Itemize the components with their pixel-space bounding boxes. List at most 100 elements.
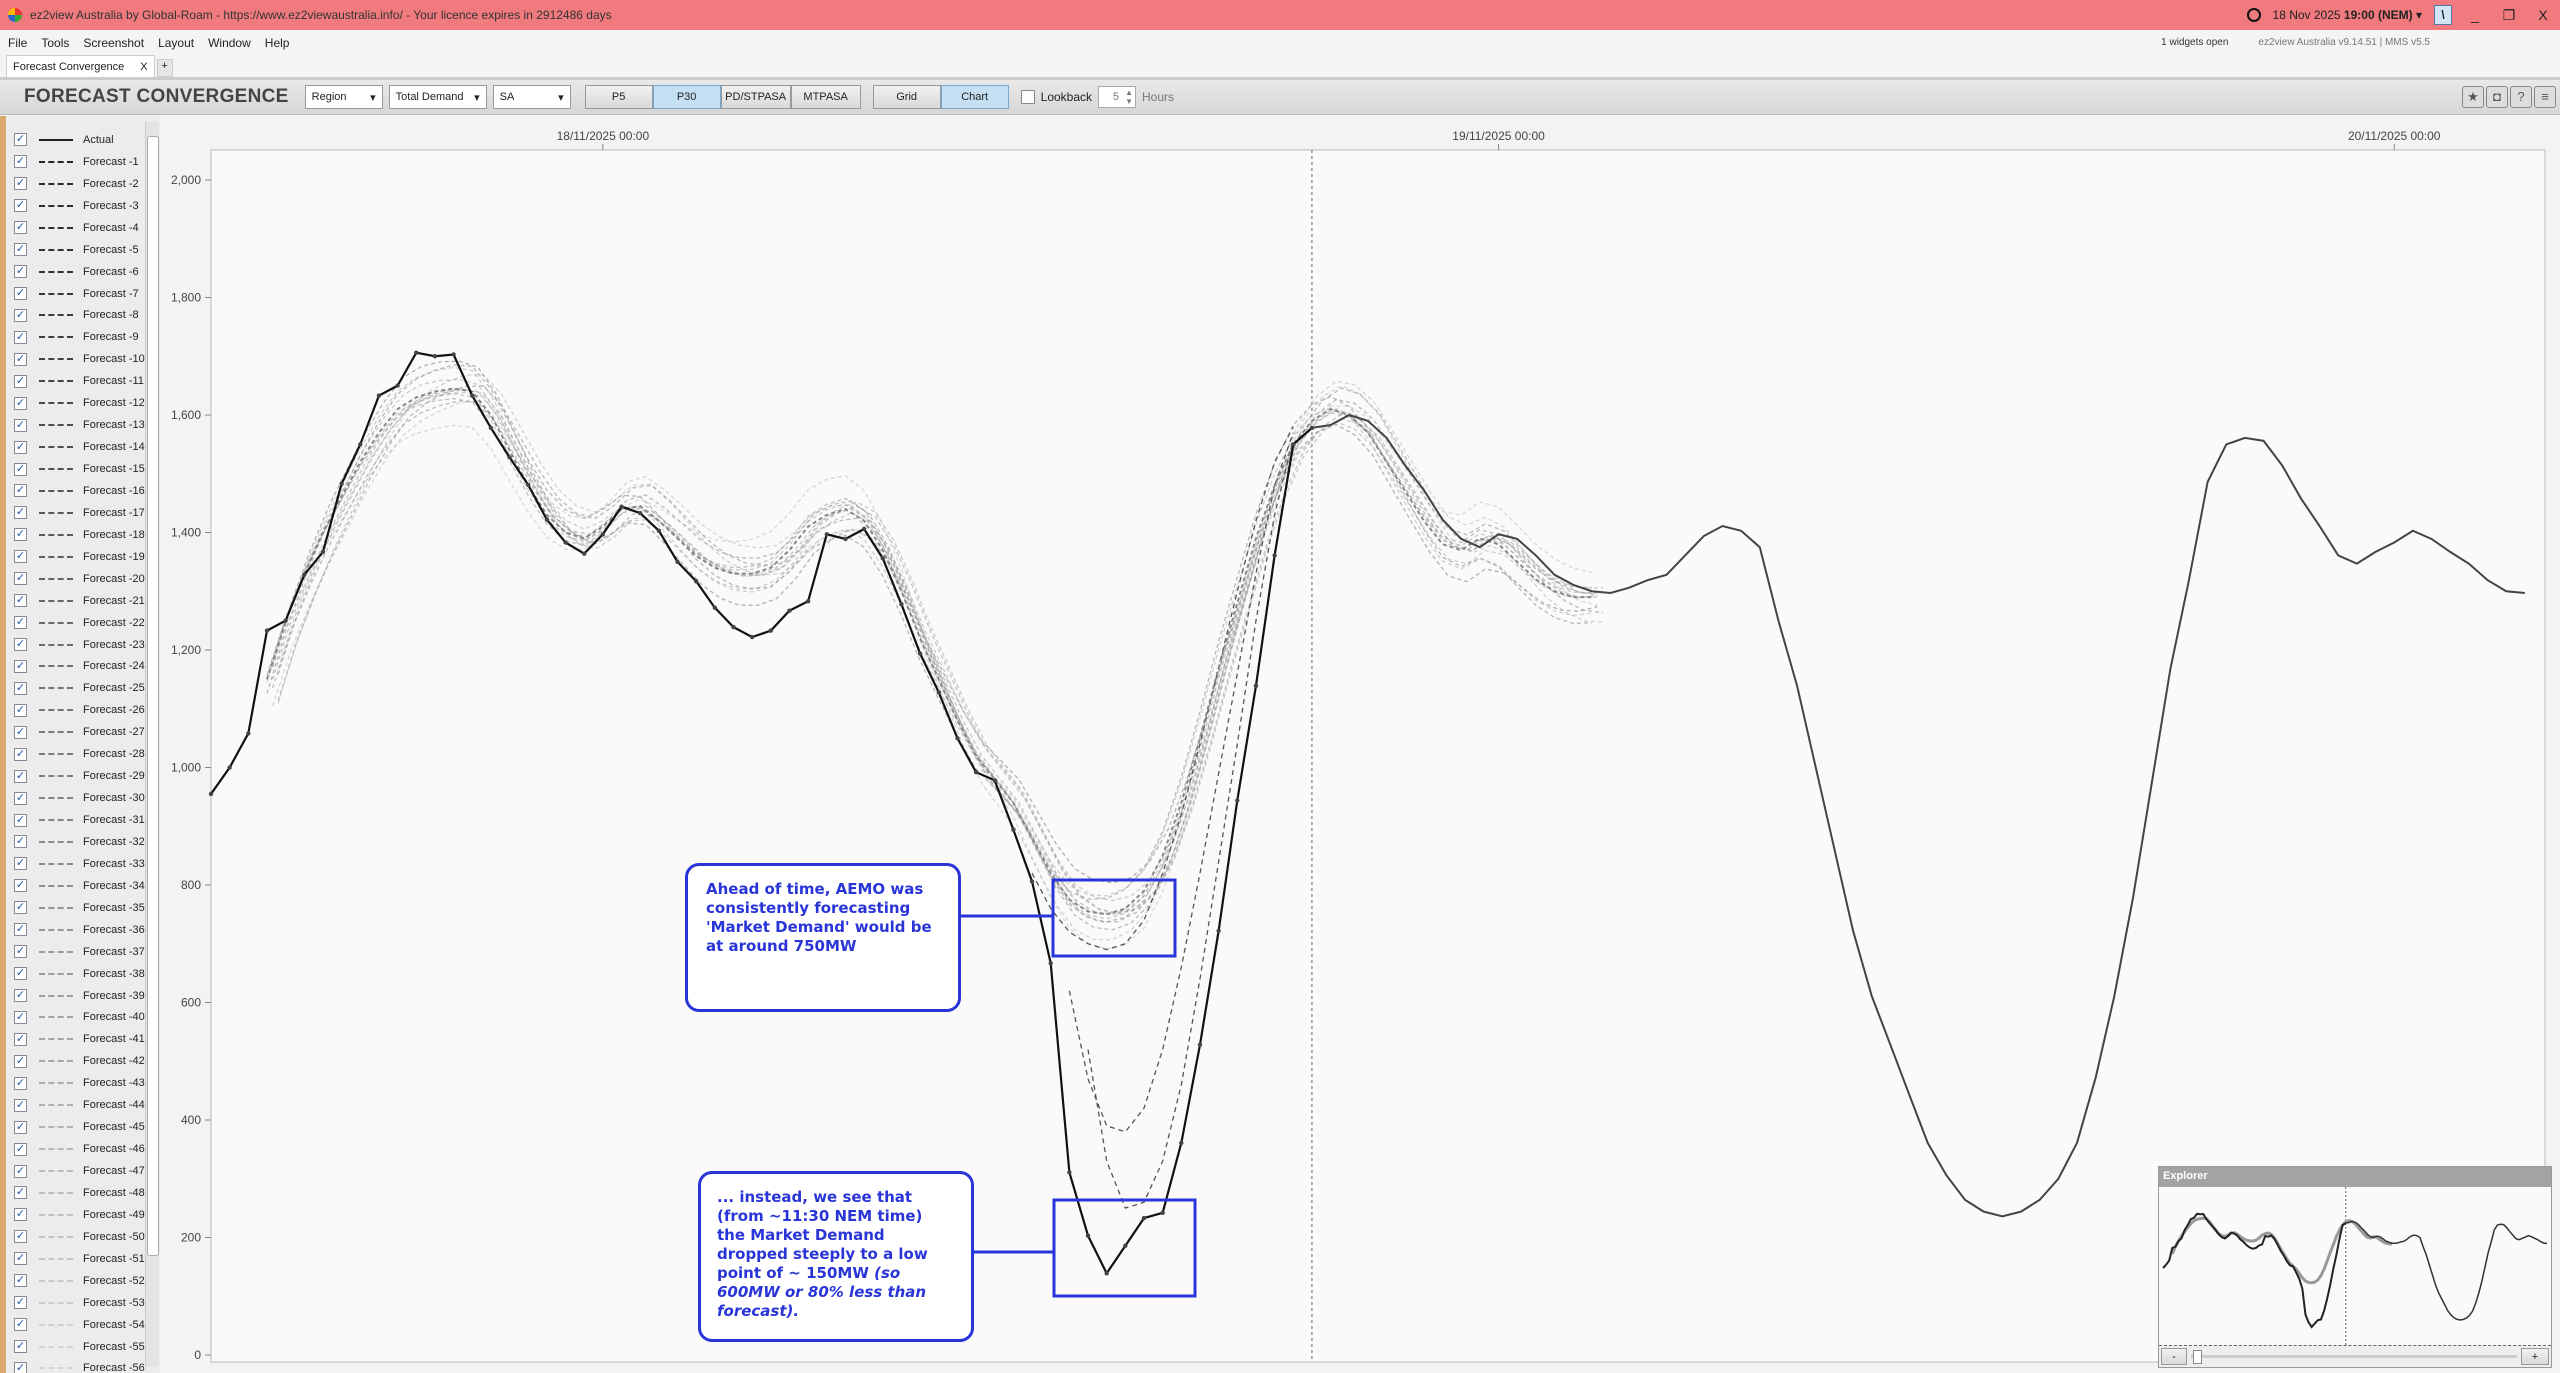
legend-item[interactable]: ✓ Forecast -35	[6, 897, 160, 919]
legend-item[interactable]: ✓ Forecast -2	[6, 173, 160, 195]
legend-item[interactable]: ✓ Forecast -24	[6, 656, 160, 678]
legend-checkbox[interactable]: ✓	[14, 857, 27, 871]
p5-button[interactable]: P5	[584, 85, 653, 109]
legend-checkbox[interactable]: ✓	[14, 1274, 27, 1288]
legend-checkbox[interactable]: ✓	[14, 243, 27, 257]
legend-checkbox[interactable]: ✓	[14, 1318, 27, 1332]
legend-checkbox[interactable]: ✓	[14, 352, 27, 366]
legend-checkbox[interactable]: ✓	[14, 681, 27, 695]
legend-item[interactable]: ✓ Forecast -54	[6, 1314, 160, 1336]
legend-checkbox[interactable]: ✓	[14, 572, 27, 586]
legend-checkbox[interactable]: ✓	[14, 1076, 27, 1090]
help-icon[interactable]: ?	[2510, 86, 2532, 108]
legend-checkbox[interactable]: ✓	[14, 1230, 27, 1244]
legend-item[interactable]: ✓ Forecast -23	[6, 634, 160, 656]
legend-checkbox[interactable]: ✓	[14, 1098, 27, 1112]
legend-checkbox[interactable]: ✓	[14, 638, 27, 652]
legend-checkbox[interactable]: ✓	[14, 945, 27, 959]
legend-item[interactable]: ✓ Forecast -36	[6, 919, 160, 941]
legend-item[interactable]: ✓ Forecast -42	[6, 1050, 160, 1072]
tab-forecast-convergence[interactable]: Forecast Convergence X	[6, 55, 155, 77]
legend-checkbox[interactable]: ✓	[14, 616, 27, 630]
star-icon[interactable]: ★	[2462, 86, 2484, 108]
measure-select[interactable]: Total Demand ▾	[388, 85, 487, 109]
legend-item[interactable]: ✓ Forecast -40	[6, 1007, 160, 1029]
p30-button[interactable]: P30	[652, 85, 721, 109]
legend-checkbox[interactable]: ✓	[14, 418, 27, 432]
datetime-selector[interactable]: 18 Nov 2025 19:00 (NEM) ▾	[2272, 8, 2422, 22]
legend-item[interactable]: ✓ Forecast -52	[6, 1270, 160, 1292]
legend-checkbox[interactable]: ✓	[14, 1164, 27, 1178]
legend-item[interactable]: ✓ Forecast -5	[6, 239, 160, 261]
legend-checkbox[interactable]: ✓	[14, 506, 27, 520]
lookback-hours-stepper[interactable]: 5 ▲ ▼	[1098, 86, 1137, 108]
legend-item[interactable]: ✓ Forecast -13	[6, 414, 160, 436]
legend-checkbox[interactable]: ✓	[14, 769, 27, 783]
chart-view-button[interactable]: Chart	[940, 85, 1009, 109]
legend-item[interactable]: ✓ Forecast -46	[6, 1138, 160, 1160]
menu-file[interactable]: File	[8, 35, 28, 50]
legend-item[interactable]: ✓ Forecast -6	[6, 261, 160, 283]
legend-checkbox[interactable]: ✓	[14, 155, 27, 169]
legend-checkbox[interactable]: ✓	[14, 199, 27, 213]
restore-button[interactable]: ❐	[2502, 6, 2516, 23]
legend-checkbox[interactable]: ✓	[14, 703, 27, 717]
legend-checkbox[interactable]: ✓	[14, 813, 27, 827]
explorer-zoom-slider[interactable]: - +	[2159, 1345, 2551, 1367]
legend-checkbox[interactable]: ✓	[14, 1186, 27, 1200]
explorer-chart[interactable]	[2159, 1187, 2551, 1345]
legend-checkbox[interactable]: ✓	[14, 1032, 27, 1046]
legend-checkbox[interactable]: ✓	[14, 791, 27, 805]
legend-item[interactable]: ✓ Forecast -44	[6, 1094, 160, 1116]
legend-item[interactable]: ✓ Forecast -49	[6, 1204, 160, 1226]
legend-checkbox[interactable]: ✓	[14, 659, 27, 673]
legend-item[interactable]: ✓ Forecast -11	[6, 370, 160, 392]
legend-item[interactable]: ✓ Forecast -51	[6, 1248, 160, 1270]
legend-item[interactable]: ✓ Forecast -34	[6, 875, 160, 897]
pdstpasa-button[interactable]: PD/STPASA	[720, 85, 791, 109]
legend-item[interactable]: ✓ Forecast -19	[6, 546, 160, 568]
legend-checkbox[interactable]: ✓	[14, 747, 27, 761]
legend-item[interactable]: ✓ Forecast -3	[6, 195, 160, 217]
legend-item[interactable]: ✓ Forecast -29	[6, 765, 160, 787]
legend-item[interactable]: ✓ Forecast -38	[6, 963, 160, 985]
app-badge-icon[interactable]: \	[2434, 5, 2452, 25]
legend-checkbox[interactable]: ✓	[14, 901, 27, 915]
legend-checkbox[interactable]: ✓	[14, 1252, 27, 1266]
legend-checkbox[interactable]: ✓	[14, 484, 27, 498]
stepper-arrows-icon[interactable]: ▲ ▼	[1125, 88, 1134, 106]
legend-checkbox[interactable]: ✓	[14, 528, 27, 542]
legend-checkbox[interactable]: ✓	[14, 1208, 27, 1222]
legend-item[interactable]: ✓ Forecast -7	[6, 283, 160, 305]
legend-item[interactable]: ✓ Forecast -25	[6, 677, 160, 699]
legend-checkbox[interactable]: ✓	[14, 265, 27, 279]
legend-checkbox[interactable]: ✓	[14, 374, 27, 388]
legend-item[interactable]: ✓ Forecast -15	[6, 458, 160, 480]
legend-checkbox[interactable]: ✓	[14, 879, 27, 893]
legend-item[interactable]: ✓ Forecast -39	[6, 985, 160, 1007]
legend-checkbox[interactable]: ✓	[14, 989, 27, 1003]
tab-close-button[interactable]: X	[140, 60, 148, 73]
legend-item[interactable]: ✓ Forecast -10	[6, 348, 160, 370]
legend-checkbox[interactable]: ✓	[14, 462, 27, 476]
legend-item[interactable]: ✓ Forecast -53	[6, 1292, 160, 1314]
menu-screenshot[interactable]: Screenshot	[83, 35, 145, 50]
legend-checkbox[interactable]: ✓	[14, 550, 27, 564]
legend-item[interactable]: ✓ Forecast -16	[6, 480, 160, 502]
legend-item[interactable]: ✓ Forecast -37	[6, 941, 160, 963]
region-mode-select[interactable]: Region ▾	[304, 85, 383, 109]
legend-item[interactable]: ✓ Forecast -56	[6, 1358, 160, 1373]
legend-checkbox[interactable]: ✓	[14, 923, 27, 937]
legend-scrollbar[interactable]	[145, 122, 159, 1367]
legend-checkbox[interactable]: ✓	[14, 1340, 27, 1354]
legend-checkbox[interactable]: ✓	[14, 594, 27, 608]
legend-checkbox[interactable]: ✓	[14, 967, 27, 981]
legend-checkbox[interactable]: ✓	[14, 396, 27, 410]
legend-item[interactable]: ✓ Forecast -22	[6, 612, 160, 634]
legend-checkbox[interactable]: ✓	[14, 1142, 27, 1156]
region-select[interactable]: SA ▾	[492, 85, 571, 109]
legend-checkbox[interactable]: ✓	[14, 133, 27, 147]
legend-item[interactable]: ✓ Forecast -33	[6, 853, 160, 875]
menu-layout[interactable]: Layout	[158, 35, 195, 50]
legend-item[interactable]: ✓ Forecast -18	[6, 524, 160, 546]
